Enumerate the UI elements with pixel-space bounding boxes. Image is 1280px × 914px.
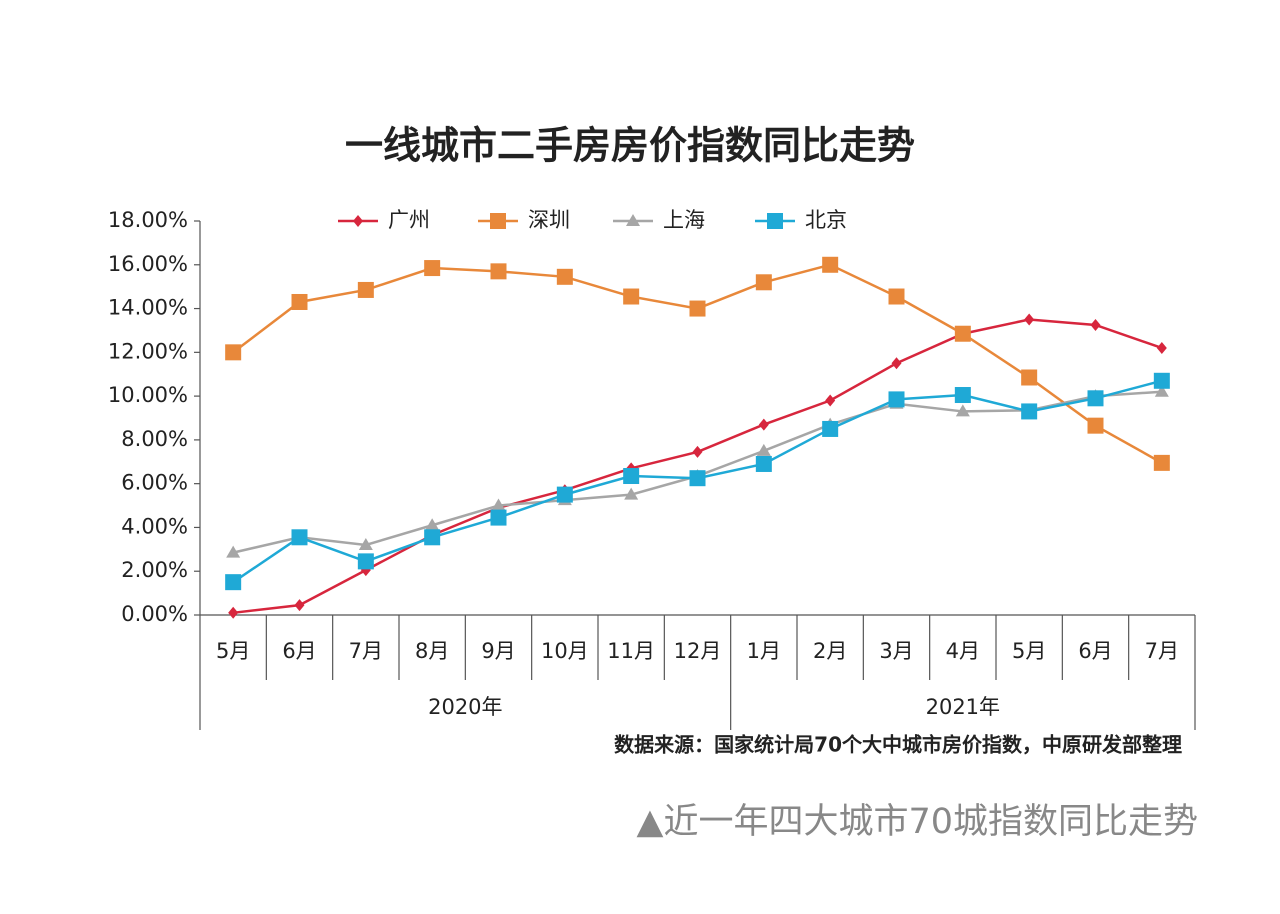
- x-tick-label: 7月: [349, 639, 383, 663]
- data-point: [490, 263, 507, 280]
- data-point: [226, 545, 241, 558]
- data-point: [1153, 454, 1170, 471]
- data-point: [425, 518, 440, 531]
- data-point: [1087, 417, 1104, 434]
- data-point: [755, 274, 772, 291]
- data-point: [1154, 384, 1169, 397]
- x-tick-label: 6月: [1078, 639, 1112, 663]
- data-point: [689, 470, 706, 487]
- data-point: [954, 325, 971, 342]
- y-tick-label: 8.00%: [121, 427, 188, 451]
- data-point: [954, 387, 971, 404]
- x-tick-label: 12月: [674, 639, 722, 663]
- x-tick-label: 8月: [415, 639, 449, 663]
- y-tick-label: 4.00%: [121, 514, 188, 538]
- data-point: [692, 445, 703, 458]
- y-tick-label: 6.00%: [121, 471, 188, 495]
- caption: ▲近一年四大城市70城指数同比走势: [637, 802, 1198, 842]
- data-point: [825, 394, 836, 407]
- legend-label: 广州: [388, 208, 430, 232]
- x-tick-label: 7月: [1145, 639, 1179, 663]
- data-point: [822, 420, 839, 437]
- y-tick-label: 18.00%: [108, 208, 188, 232]
- data-point: [756, 443, 771, 456]
- data-point: [556, 486, 573, 503]
- data-point: [623, 468, 640, 485]
- legend-marker: [490, 213, 506, 229]
- data-point: [358, 537, 373, 550]
- x-tick-label: 6月: [282, 639, 316, 663]
- data-point: [755, 455, 772, 472]
- data-point: [1156, 341, 1167, 354]
- data-point: [624, 487, 639, 500]
- legend-label: 北京: [805, 208, 847, 232]
- x-group-label: 2020年: [428, 695, 502, 719]
- data-point: [490, 509, 507, 526]
- data-point: [1024, 313, 1035, 326]
- data-point: [1090, 318, 1101, 331]
- data-point: [1021, 403, 1038, 420]
- x-tick-label: 1月: [747, 639, 781, 663]
- x-group-label: 2021年: [926, 695, 1000, 719]
- data-point: [888, 288, 905, 305]
- x-tick-label: 5月: [216, 639, 250, 663]
- data-point: [225, 344, 242, 361]
- y-tick-label: 10.00%: [108, 383, 188, 407]
- x-tick-label: 2月: [813, 639, 847, 663]
- data-point: [1087, 390, 1104, 407]
- legend-marker: [626, 214, 640, 226]
- x-tick-label: 9月: [481, 639, 515, 663]
- data-point: [891, 357, 902, 370]
- data-point: [424, 260, 441, 277]
- legend-label: 上海: [663, 208, 705, 232]
- data-point: [357, 553, 374, 570]
- data-point: [1021, 369, 1038, 386]
- data-point: [556, 268, 573, 285]
- data-point: [291, 529, 308, 546]
- data-point: [225, 574, 242, 591]
- source-note: 数据来源：国家统计局70个大中城市房价指数，中原研发部整理: [614, 733, 1182, 757]
- y-tick-label: 12.00%: [108, 339, 188, 363]
- x-tick-label: 10月: [541, 639, 589, 663]
- data-point: [1153, 372, 1170, 389]
- y-tick-label: 14.00%: [108, 296, 188, 320]
- y-tick-label: 2.00%: [121, 558, 188, 582]
- data-point: [491, 498, 506, 511]
- data-point: [955, 404, 970, 417]
- data-point: [822, 256, 839, 273]
- x-tick-label: 3月: [879, 639, 913, 663]
- data-point: [888, 391, 905, 408]
- data-point: [228, 606, 239, 619]
- legend-label: 深圳: [528, 208, 570, 232]
- x-tick-label: 4月: [946, 639, 980, 663]
- data-point: [357, 281, 374, 298]
- data-point: [294, 599, 305, 612]
- legend-marker: [353, 215, 363, 227]
- data-point: [689, 300, 706, 317]
- y-tick-label: 16.00%: [108, 252, 188, 276]
- chart-title: 一线城市二手房房价指数同比走势: [345, 124, 915, 168]
- data-point: [623, 288, 640, 305]
- data-point: [291, 293, 308, 310]
- legend-marker: [767, 213, 783, 229]
- x-tick-label: 5月: [1012, 639, 1046, 663]
- data-point: [424, 529, 441, 546]
- x-tick-label: 11月: [607, 639, 655, 663]
- data-point: [758, 418, 769, 431]
- y-tick-label: 0.00%: [121, 602, 188, 626]
